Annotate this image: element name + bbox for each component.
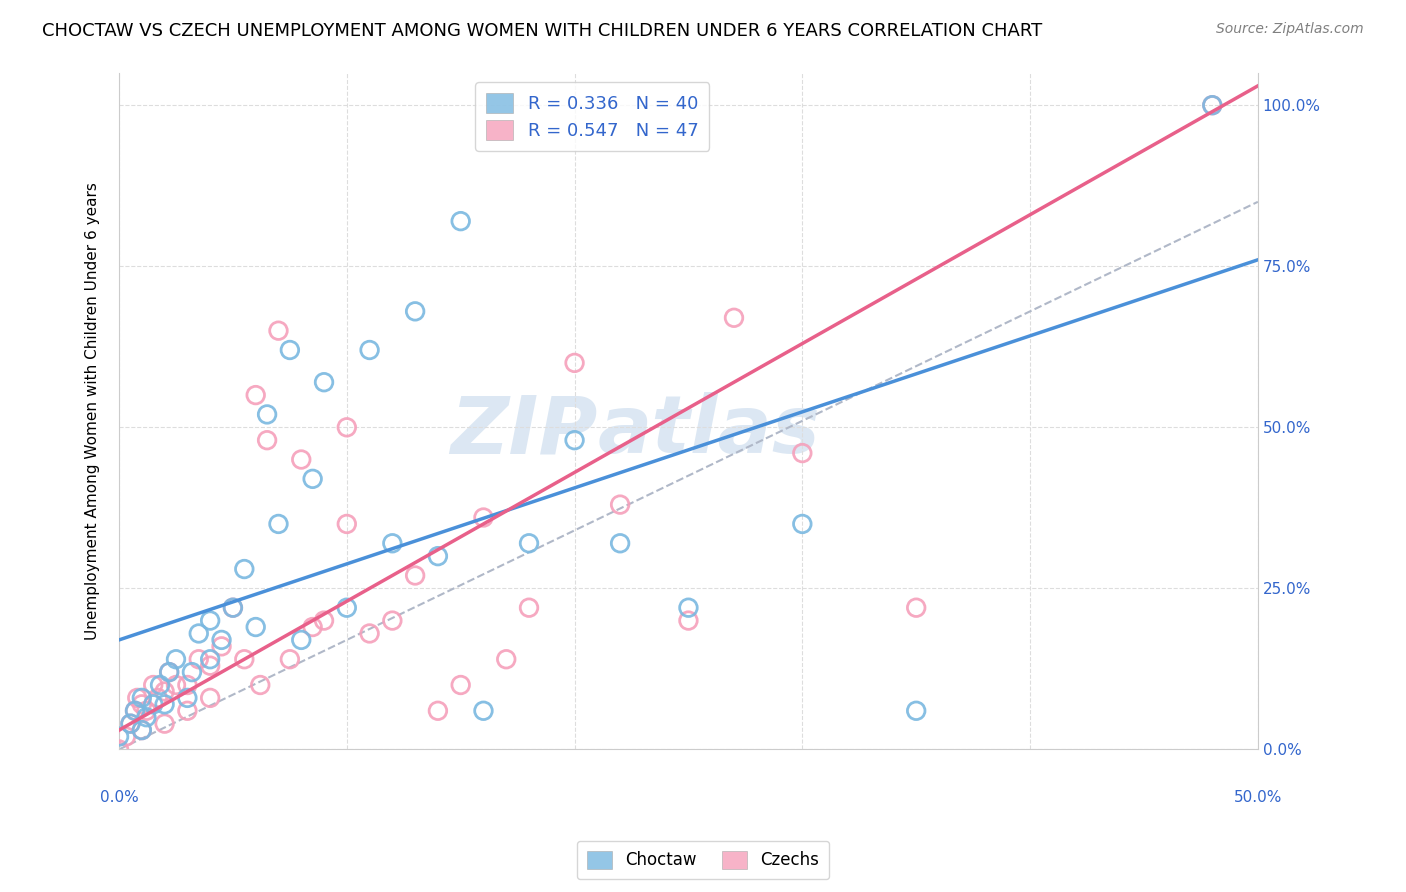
Point [336, 600, 359, 615]
Point [290, 452, 312, 467]
Point [450, 214, 472, 228]
Point [108, 730, 131, 744]
Point [301, 620, 323, 634]
Point [153, 716, 176, 731]
Point [278, 652, 301, 666]
Point [115, 730, 138, 744]
Point [157, 665, 180, 679]
Legend: R = 0.336   N = 40, R = 0.547   N = 47: R = 0.336 N = 40, R = 0.547 N = 47 [475, 82, 710, 151]
Point [120, 716, 142, 731]
Point [198, 614, 221, 628]
Point [312, 614, 335, 628]
Point [153, 684, 176, 698]
Point [312, 375, 335, 389]
Point [267, 516, 290, 531]
Point [564, 356, 586, 370]
Point [609, 498, 631, 512]
Point [181, 665, 204, 679]
Point [472, 510, 495, 524]
Point [165, 652, 187, 666]
Text: Source: ZipAtlas.com: Source: ZipAtlas.com [1216, 22, 1364, 37]
Point [131, 698, 153, 712]
Point [256, 433, 278, 447]
Text: atlas: atlas [598, 392, 820, 470]
Point [245, 388, 267, 402]
Point [187, 626, 209, 640]
Point [165, 678, 187, 692]
Point [905, 600, 928, 615]
Point [426, 704, 449, 718]
Point [108, 742, 131, 756]
Point [131, 690, 153, 705]
Point [256, 408, 278, 422]
Point [198, 658, 221, 673]
Point [245, 620, 267, 634]
Point [131, 723, 153, 738]
Point [249, 678, 271, 692]
Text: ZIP: ZIP [450, 392, 598, 470]
Point [723, 310, 745, 325]
Point [211, 640, 233, 654]
Point [222, 600, 245, 615]
Point [381, 614, 404, 628]
Point [142, 698, 165, 712]
Y-axis label: Unemployment Among Women with Children Under 6 years: Unemployment Among Women with Children U… [86, 182, 100, 640]
Point [176, 678, 198, 692]
Point [124, 704, 146, 718]
Point [290, 632, 312, 647]
Point [564, 433, 586, 447]
Point [146, 690, 169, 705]
Point [404, 304, 426, 318]
Point [426, 549, 449, 563]
Point [198, 652, 221, 666]
Point [905, 704, 928, 718]
Point [359, 626, 381, 640]
Text: CHOCTAW VS CZECH UNEMPLOYMENT AMONG WOMEN WITH CHILDREN UNDER 6 YEARS CORRELATIO: CHOCTAW VS CZECH UNEMPLOYMENT AMONG WOME… [42, 22, 1042, 40]
Point [153, 698, 176, 712]
Point [517, 536, 540, 550]
Point [1201, 98, 1223, 112]
Point [120, 716, 142, 731]
Point [157, 665, 180, 679]
Point [450, 678, 472, 692]
Point [233, 652, 256, 666]
Point [336, 420, 359, 434]
Point [359, 343, 381, 357]
Point [404, 568, 426, 582]
Point [301, 472, 323, 486]
Point [176, 690, 198, 705]
Point [472, 704, 495, 718]
Point [381, 536, 404, 550]
Point [495, 652, 517, 666]
Point [792, 516, 814, 531]
Point [609, 536, 631, 550]
Point [336, 516, 359, 531]
Point [233, 562, 256, 576]
Point [678, 614, 700, 628]
Point [278, 343, 301, 357]
Point [135, 710, 157, 724]
Point [131, 723, 153, 738]
Point [149, 678, 172, 692]
Point [124, 704, 146, 718]
Point [127, 690, 149, 705]
Point [222, 600, 245, 615]
Point [211, 632, 233, 647]
Text: 0.0%: 0.0% [100, 790, 138, 805]
Point [135, 704, 157, 718]
Point [792, 446, 814, 460]
Legend: Choctaw, Czechs: Choctaw, Czechs [576, 840, 830, 880]
Point [187, 652, 209, 666]
Text: 50.0%: 50.0% [1233, 790, 1282, 805]
Point [267, 324, 290, 338]
Point [517, 600, 540, 615]
Point [198, 690, 221, 705]
Point [1201, 98, 1223, 112]
Point [176, 704, 198, 718]
Point [142, 678, 165, 692]
Point [678, 600, 700, 615]
